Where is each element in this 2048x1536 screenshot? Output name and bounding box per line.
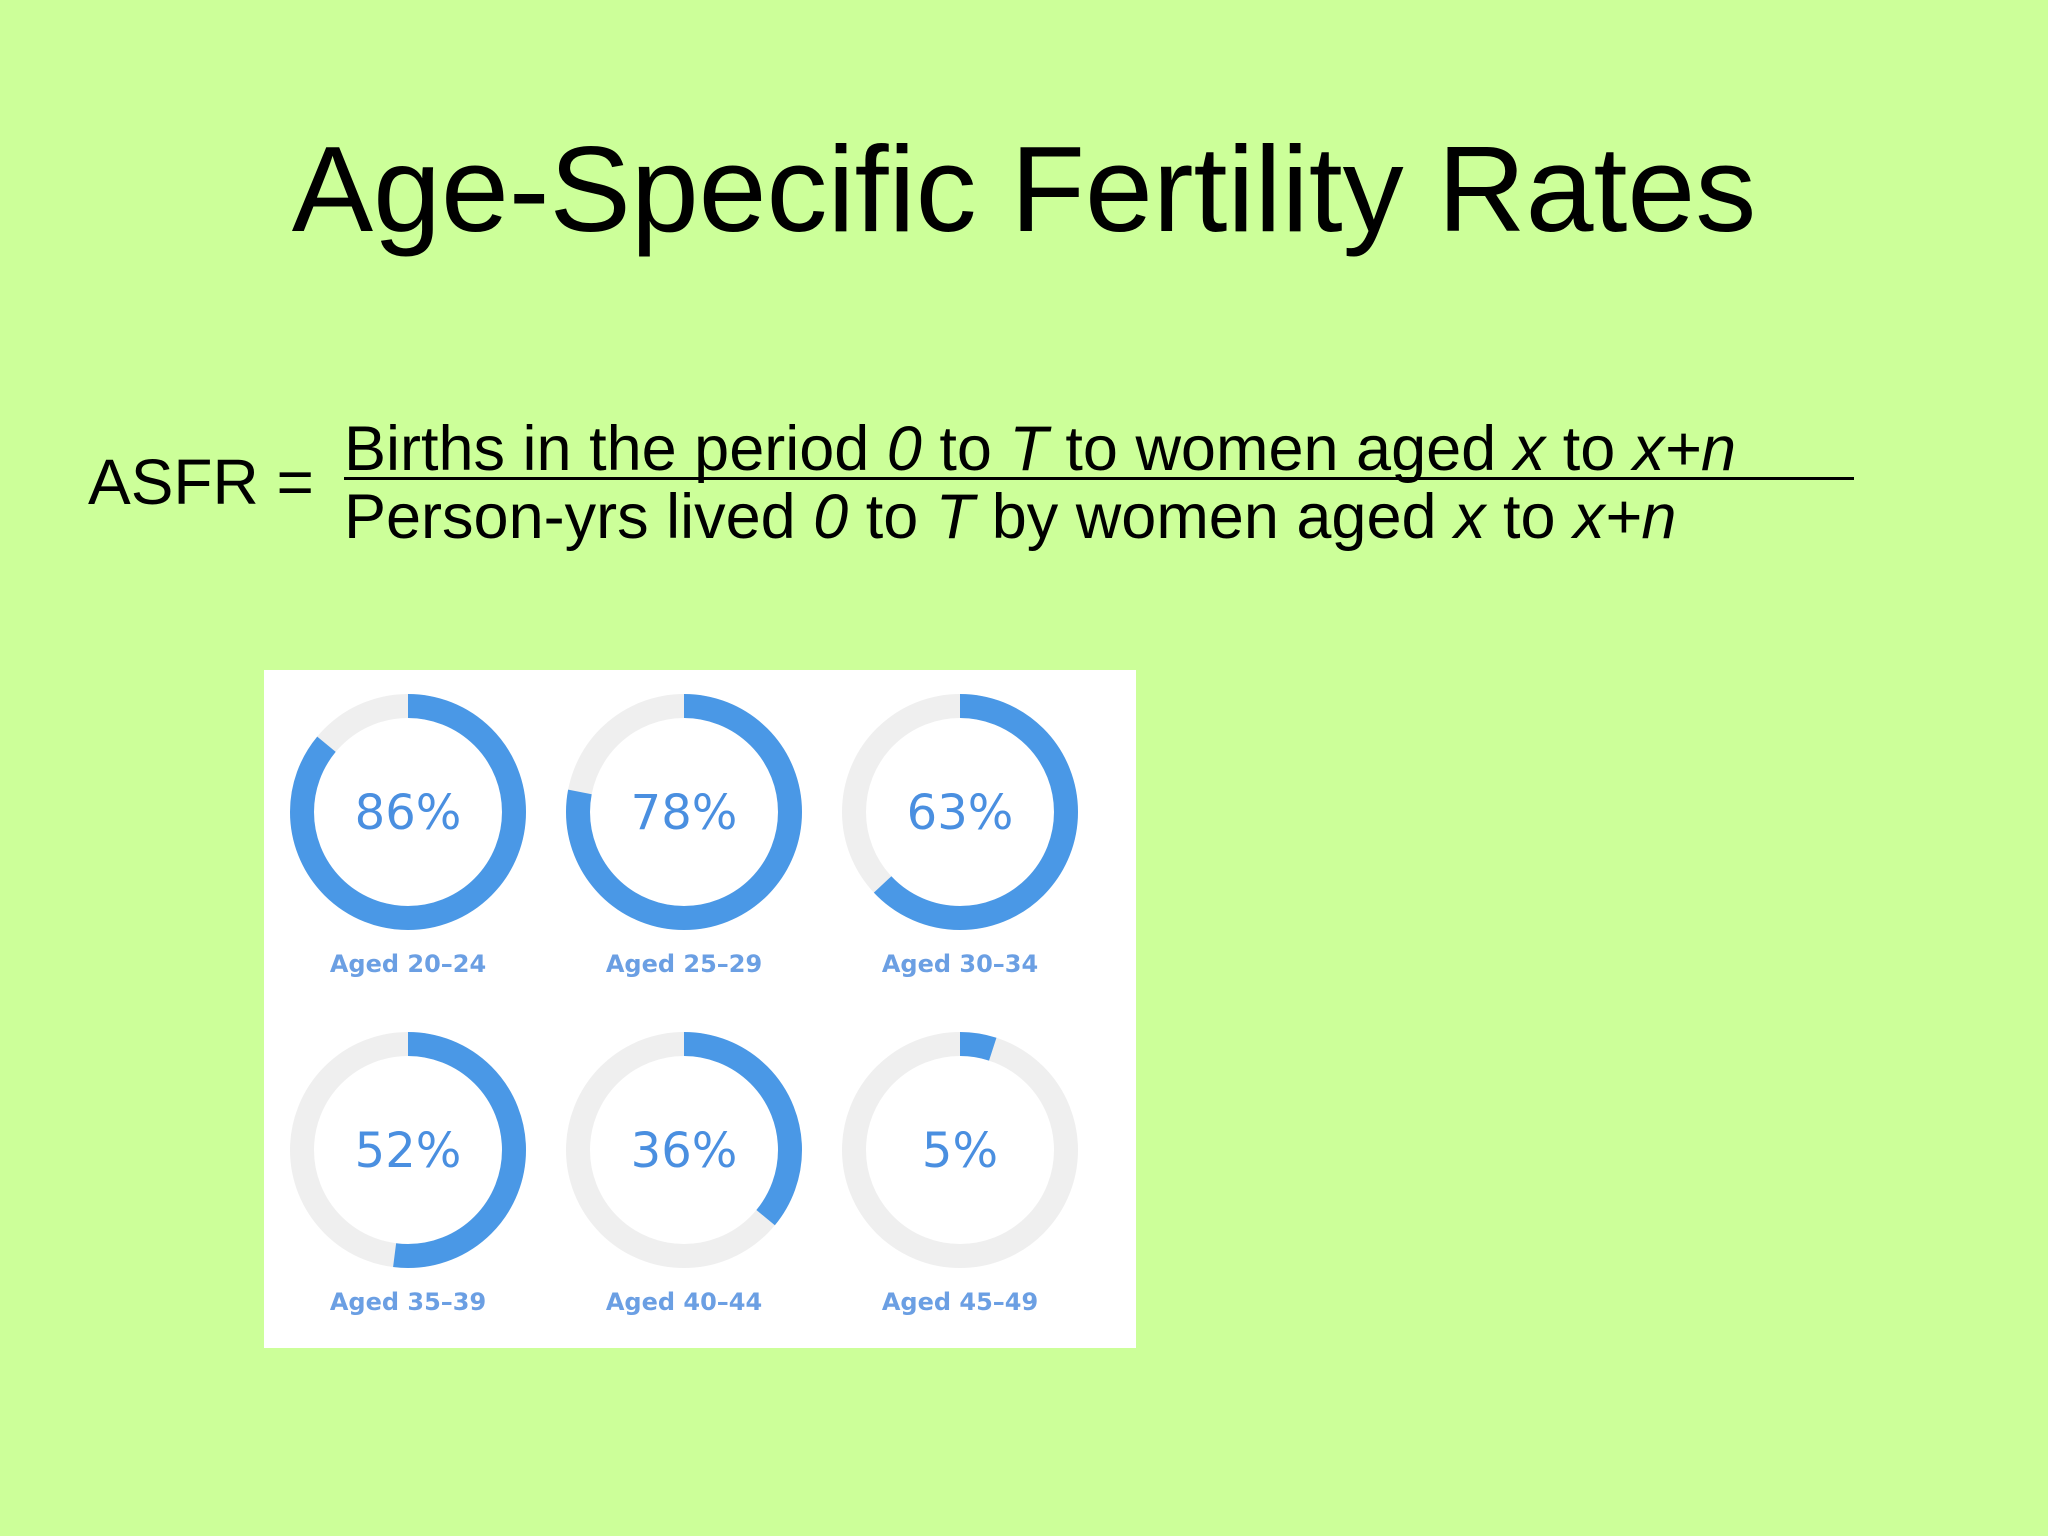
fraction-bar xyxy=(344,477,1854,480)
formula-numerator-segment: x+n xyxy=(1632,414,1737,484)
donut-value-arc xyxy=(290,694,526,930)
formula-denominator-segment: by women aged xyxy=(974,482,1455,552)
donut-1: 86% Aged 20–24 xyxy=(290,694,526,978)
donut-category-label: Aged 25–29 xyxy=(606,950,762,978)
slide-title: Age-Specific Fertility Rates xyxy=(291,121,1757,257)
donut-value-label: 63% xyxy=(907,785,1014,841)
donut-3: 63% Aged 30–34 xyxy=(842,694,1078,978)
formula-lhs: ASFR = xyxy=(88,446,314,518)
formula-numerator-segment: Births in the period xyxy=(344,414,887,484)
donut-value-arc xyxy=(842,1032,1078,1268)
formula-numerator-segment: to xyxy=(1545,414,1633,484)
formula-denominator-segment: to xyxy=(848,482,936,552)
donut-value-arc xyxy=(566,694,802,930)
donut-chart: 86% Aged 20–24 78% Aged 25–29 63% Aged 30–34 5… xyxy=(290,694,1078,1316)
donut-value-label: 36% xyxy=(631,1123,738,1179)
donut-category-label: Aged 30–34 xyxy=(882,950,1038,978)
donut-value-arc xyxy=(290,1032,526,1268)
formula-numerator-segment: T xyxy=(1009,414,1048,484)
donut-5: 36% Aged 40–44 xyxy=(566,1032,802,1316)
formula-numerator: Births in the period 0 to T to women age… xyxy=(344,418,1736,481)
donut-category-label: Aged 20–24 xyxy=(330,950,486,978)
formula-denominator-segment: x xyxy=(1454,482,1486,552)
donut-value-label: 5% xyxy=(922,1123,998,1179)
donut-value-label: 78% xyxy=(631,785,738,841)
donut-category-label: Aged 40–44 xyxy=(606,1288,762,1316)
formula-denominator: Person-yrs lived 0 to T by women aged x … xyxy=(344,486,1676,549)
formula-numerator-segment: to women aged xyxy=(1047,414,1514,484)
formula-denominator-segment: x+n xyxy=(1573,482,1677,552)
formula-denominator-segment: Person-yrs lived xyxy=(344,482,814,552)
donut-value-arc xyxy=(842,694,1078,930)
donut-value-arc xyxy=(566,1032,802,1268)
donut-4: 52% Aged 35–39 xyxy=(290,1032,526,1316)
formula-denominator-segment: to xyxy=(1485,482,1574,552)
formula-numerator-segment: to xyxy=(921,414,1010,484)
donut-6: 5% Aged 45–49 xyxy=(842,1032,1078,1316)
donut-value-label: 52% xyxy=(355,1123,462,1179)
formula-numerator-segment: x xyxy=(1513,414,1546,484)
donut-category-label: Aged 45–49 xyxy=(882,1288,1038,1316)
formula-denominator-segment: 0 xyxy=(813,482,849,552)
formula-denominator-segment: T xyxy=(935,482,975,552)
donut-category-label: Aged 35–39 xyxy=(330,1288,486,1316)
donut-value-label: 86% xyxy=(355,785,462,841)
formula-numerator-segment: 0 xyxy=(886,414,922,484)
donut-2: 78% Aged 25–29 xyxy=(566,694,802,978)
donut-chart-panel: 86% Aged 20–24 78% Aged 25–29 63% Aged 30–34 5… xyxy=(264,670,1136,1348)
